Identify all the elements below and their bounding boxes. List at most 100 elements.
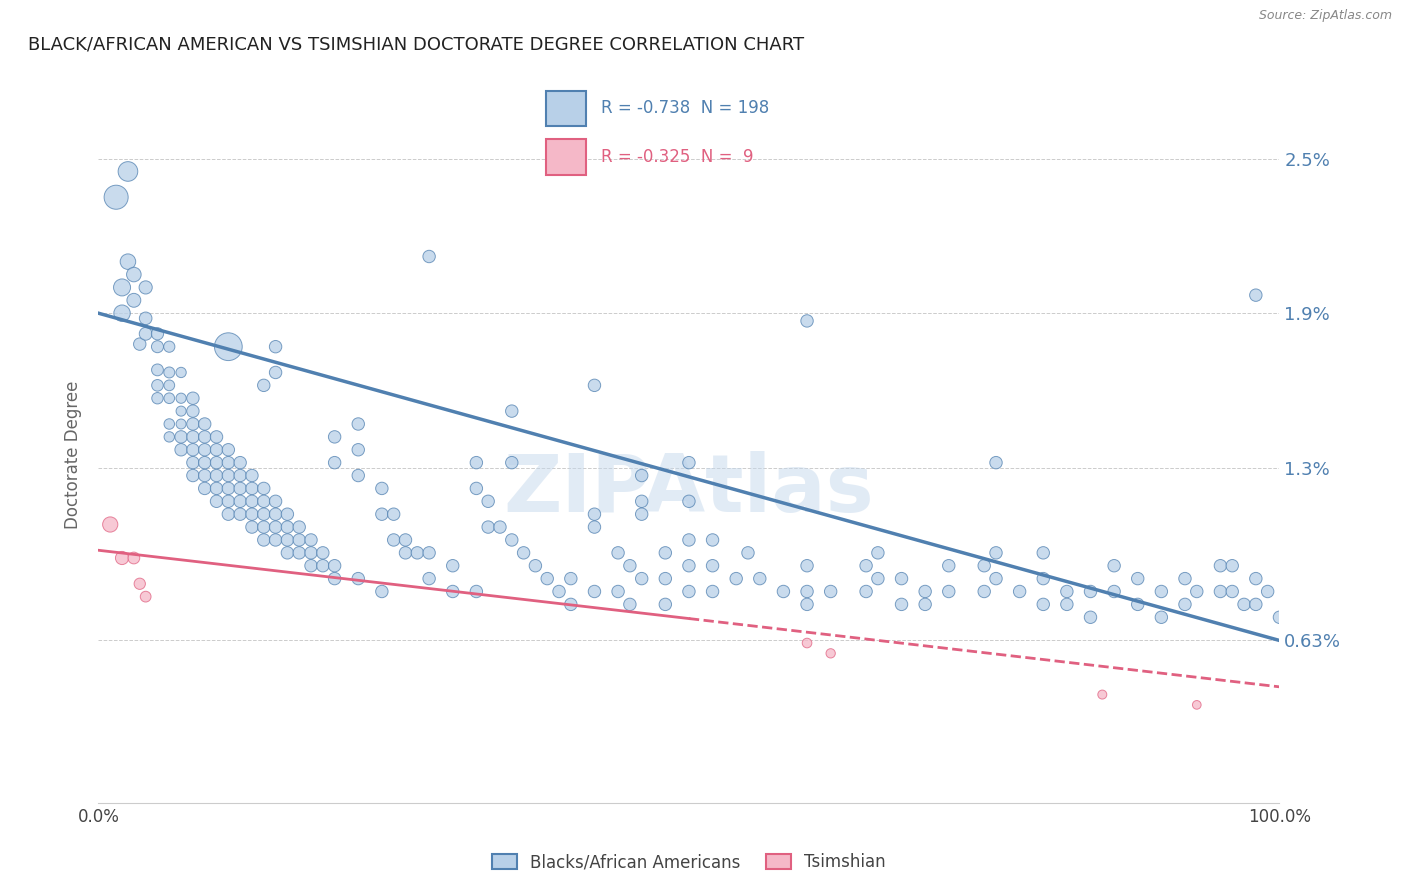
Point	[1185, 584, 1208, 599]
Point	[1032, 572, 1054, 586]
Point	[146, 391, 169, 405]
Point	[702, 533, 724, 547]
Point	[181, 468, 204, 483]
Point	[299, 546, 322, 560]
Text: BLACK/AFRICAN AMERICAN VS TSIMSHIAN DOCTORATE DEGREE CORRELATION CHART: BLACK/AFRICAN AMERICAN VS TSIMSHIAN DOCT…	[28, 36, 804, 54]
Point	[253, 482, 276, 496]
Point	[157, 366, 180, 380]
Point	[583, 507, 606, 521]
Point	[630, 494, 652, 508]
Point	[1056, 598, 1078, 612]
Point	[796, 598, 818, 612]
Point	[1174, 572, 1197, 586]
Point	[117, 254, 139, 268]
Point	[264, 520, 287, 534]
Point	[194, 482, 217, 496]
Point	[135, 311, 157, 326]
Point	[229, 507, 252, 521]
Point	[583, 584, 606, 599]
Point	[1244, 598, 1267, 612]
Point	[536, 572, 558, 586]
Point	[702, 558, 724, 573]
Point	[122, 293, 145, 308]
Point	[678, 558, 700, 573]
Point	[135, 326, 157, 341]
Point	[418, 546, 440, 560]
Point	[240, 494, 263, 508]
Point	[914, 598, 936, 612]
Point	[501, 404, 523, 418]
Point	[264, 366, 287, 380]
Point	[205, 442, 228, 457]
Point	[229, 468, 252, 483]
Point	[619, 558, 641, 573]
Point	[217, 340, 239, 354]
Point	[406, 546, 429, 560]
Point	[122, 551, 145, 566]
Point	[299, 533, 322, 547]
Point	[264, 533, 287, 547]
Point	[240, 507, 263, 521]
Point	[678, 584, 700, 599]
Point	[418, 250, 440, 264]
Point	[630, 468, 652, 483]
Point	[737, 546, 759, 560]
Point	[217, 442, 239, 457]
Point	[146, 340, 169, 354]
Point	[1150, 584, 1173, 599]
Point	[146, 326, 169, 341]
Point	[524, 558, 547, 573]
Point	[619, 598, 641, 612]
Point	[288, 546, 311, 560]
Point	[276, 520, 298, 534]
Point	[111, 551, 134, 566]
Point	[394, 533, 416, 547]
Point	[135, 280, 157, 294]
Point	[820, 646, 842, 660]
Point	[276, 533, 298, 547]
Point	[347, 442, 370, 457]
Point	[465, 482, 488, 496]
Point	[240, 482, 263, 496]
Point	[312, 546, 335, 560]
Point	[194, 442, 217, 457]
Point	[194, 430, 217, 444]
Point	[276, 546, 298, 560]
Point	[288, 533, 311, 547]
Point	[938, 558, 960, 573]
Point	[1257, 584, 1279, 599]
Point	[441, 558, 464, 573]
Point	[181, 456, 204, 470]
Point	[323, 430, 346, 444]
Point	[194, 417, 217, 431]
Point	[938, 584, 960, 599]
Point	[654, 598, 676, 612]
Point	[607, 546, 630, 560]
Point	[583, 378, 606, 392]
Point	[1126, 598, 1149, 612]
Point	[323, 456, 346, 470]
Point	[323, 558, 346, 573]
Point	[914, 584, 936, 599]
Point	[217, 507, 239, 521]
Point	[170, 430, 193, 444]
Point	[984, 546, 1007, 560]
Point	[98, 517, 121, 532]
Point	[299, 558, 322, 573]
Text: R = -0.325  N =  9: R = -0.325 N = 9	[600, 148, 754, 166]
Point	[1126, 572, 1149, 586]
Point	[217, 456, 239, 470]
Text: ZIPAtlas: ZIPAtlas	[503, 450, 875, 529]
Point	[855, 584, 877, 599]
Point	[465, 584, 488, 599]
Point	[796, 314, 818, 328]
Point	[253, 533, 276, 547]
Point	[157, 340, 180, 354]
Point	[253, 507, 276, 521]
Point	[128, 576, 150, 591]
Point	[205, 494, 228, 508]
Point	[1174, 598, 1197, 612]
Point	[157, 417, 180, 431]
Point	[347, 417, 370, 431]
Point	[157, 391, 180, 405]
